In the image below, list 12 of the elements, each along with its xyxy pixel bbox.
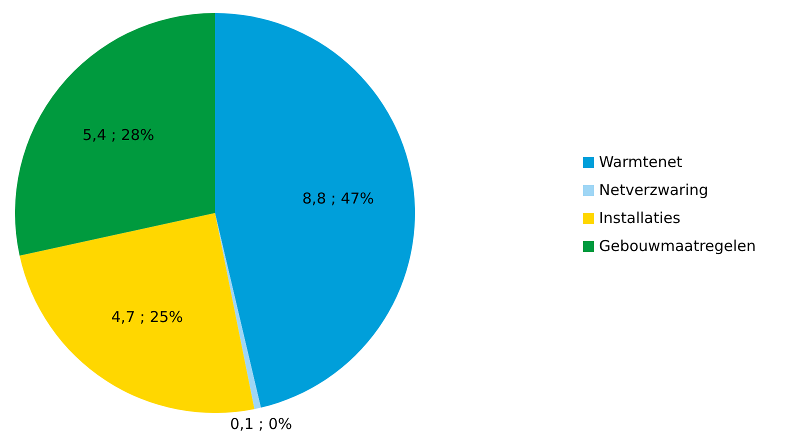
- legend-label: Warmtenet: [599, 153, 682, 171]
- pie-slice: [15, 13, 215, 256]
- pie-slice: [20, 213, 254, 413]
- legend-label: Installaties: [599, 209, 680, 227]
- pie-slice: [215, 13, 415, 408]
- data-label: 5,4 ; 28%: [82, 126, 154, 144]
- data-label: 4,7 ; 25%: [111, 308, 184, 326]
- data-label: 0,1 ; 0%: [230, 415, 292, 434]
- data-label: 8,8 ; 47%: [302, 190, 374, 208]
- legend-label: Gebouwmaatregelen: [599, 237, 756, 255]
- legend-label: Netverzwaring: [599, 181, 708, 199]
- pie-slice: [215, 213, 261, 410]
